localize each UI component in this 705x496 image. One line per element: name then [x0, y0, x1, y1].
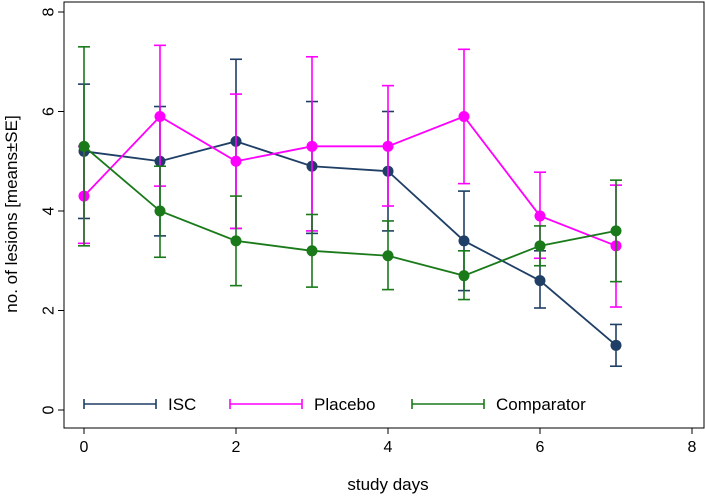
x-tick-label: 8 — [688, 439, 697, 456]
point-isc — [610, 339, 622, 351]
point-comparator — [78, 140, 90, 152]
x-axis-title: study days — [347, 475, 428, 494]
legend-item-placebo: Placebo — [229, 395, 375, 414]
point-comparator — [154, 205, 166, 217]
legend: ISC Placebo Comparator — [83, 395, 586, 414]
point-isc — [458, 235, 470, 247]
legend-label-placebo: Placebo — [314, 395, 375, 414]
point-placebo — [458, 110, 470, 122]
point-placebo — [382, 140, 394, 152]
y-tick-label: 8 — [41, 7, 58, 16]
point-placebo — [534, 210, 546, 222]
point-placebo — [230, 155, 242, 167]
plot-frame — [63, 1, 705, 429]
line-placebo — [83, 115, 617, 247]
legend-item-isc: ISC — [83, 395, 196, 414]
legend-item-comparator: Comparator — [411, 395, 586, 414]
point-comparator — [230, 235, 242, 247]
x-tick-label: 2 — [232, 439, 241, 456]
point-comparator — [610, 225, 622, 237]
legend-label-comparator: Comparator — [496, 395, 586, 414]
y-tick-label: 4 — [41, 206, 58, 215]
line-comparator — [83, 145, 617, 277]
y-axis: 0 2 4 6 8 — [41, 7, 64, 414]
point-comparator — [458, 270, 470, 282]
y-tick-label: 6 — [41, 107, 58, 116]
series-layer — [78, 44, 622, 368]
x-tick-label: 0 — [80, 439, 89, 456]
x-tick-label: 4 — [384, 439, 393, 456]
y-tick-label: 2 — [41, 306, 58, 315]
point-placebo — [154, 110, 166, 122]
y-tick-label: 0 — [41, 405, 58, 414]
point-comparator — [382, 250, 394, 262]
point-comparator — [306, 245, 318, 257]
legend-label-isc: ISC — [168, 395, 196, 414]
point-placebo — [306, 140, 318, 152]
y-axis-title: no. of lesions [means±SE] — [2, 115, 21, 312]
point-comparator — [534, 240, 546, 252]
line-isc — [83, 140, 617, 347]
x-axis: 0 2 4 6 8 — [80, 428, 697, 456]
series-comparator — [78, 46, 622, 301]
x-tick-label: 6 — [536, 439, 545, 456]
point-isc — [534, 275, 546, 287]
